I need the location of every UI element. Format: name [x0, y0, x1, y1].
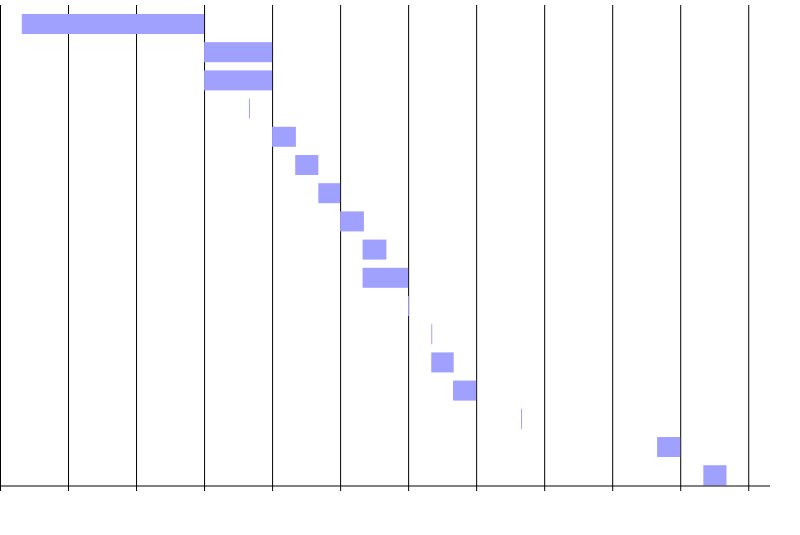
task-bar — [204, 70, 273, 91]
task-bar — [431, 324, 433, 345]
task-bar — [272, 126, 296, 147]
task-bar — [521, 408, 523, 429]
task-bar — [318, 183, 341, 204]
task-bar — [21, 14, 205, 34]
task-bar — [657, 437, 681, 457]
task-bar — [295, 155, 319, 175]
task-bar — [362, 267, 409, 288]
task-bar — [204, 42, 273, 63]
task-bar — [431, 352, 454, 373]
task-bar — [703, 465, 727, 486]
task-bar — [408, 296, 410, 316]
task-bar — [453, 380, 477, 401]
task-bar — [248, 98, 250, 119]
task-bar — [362, 239, 387, 260]
task-bar — [340, 211, 364, 232]
